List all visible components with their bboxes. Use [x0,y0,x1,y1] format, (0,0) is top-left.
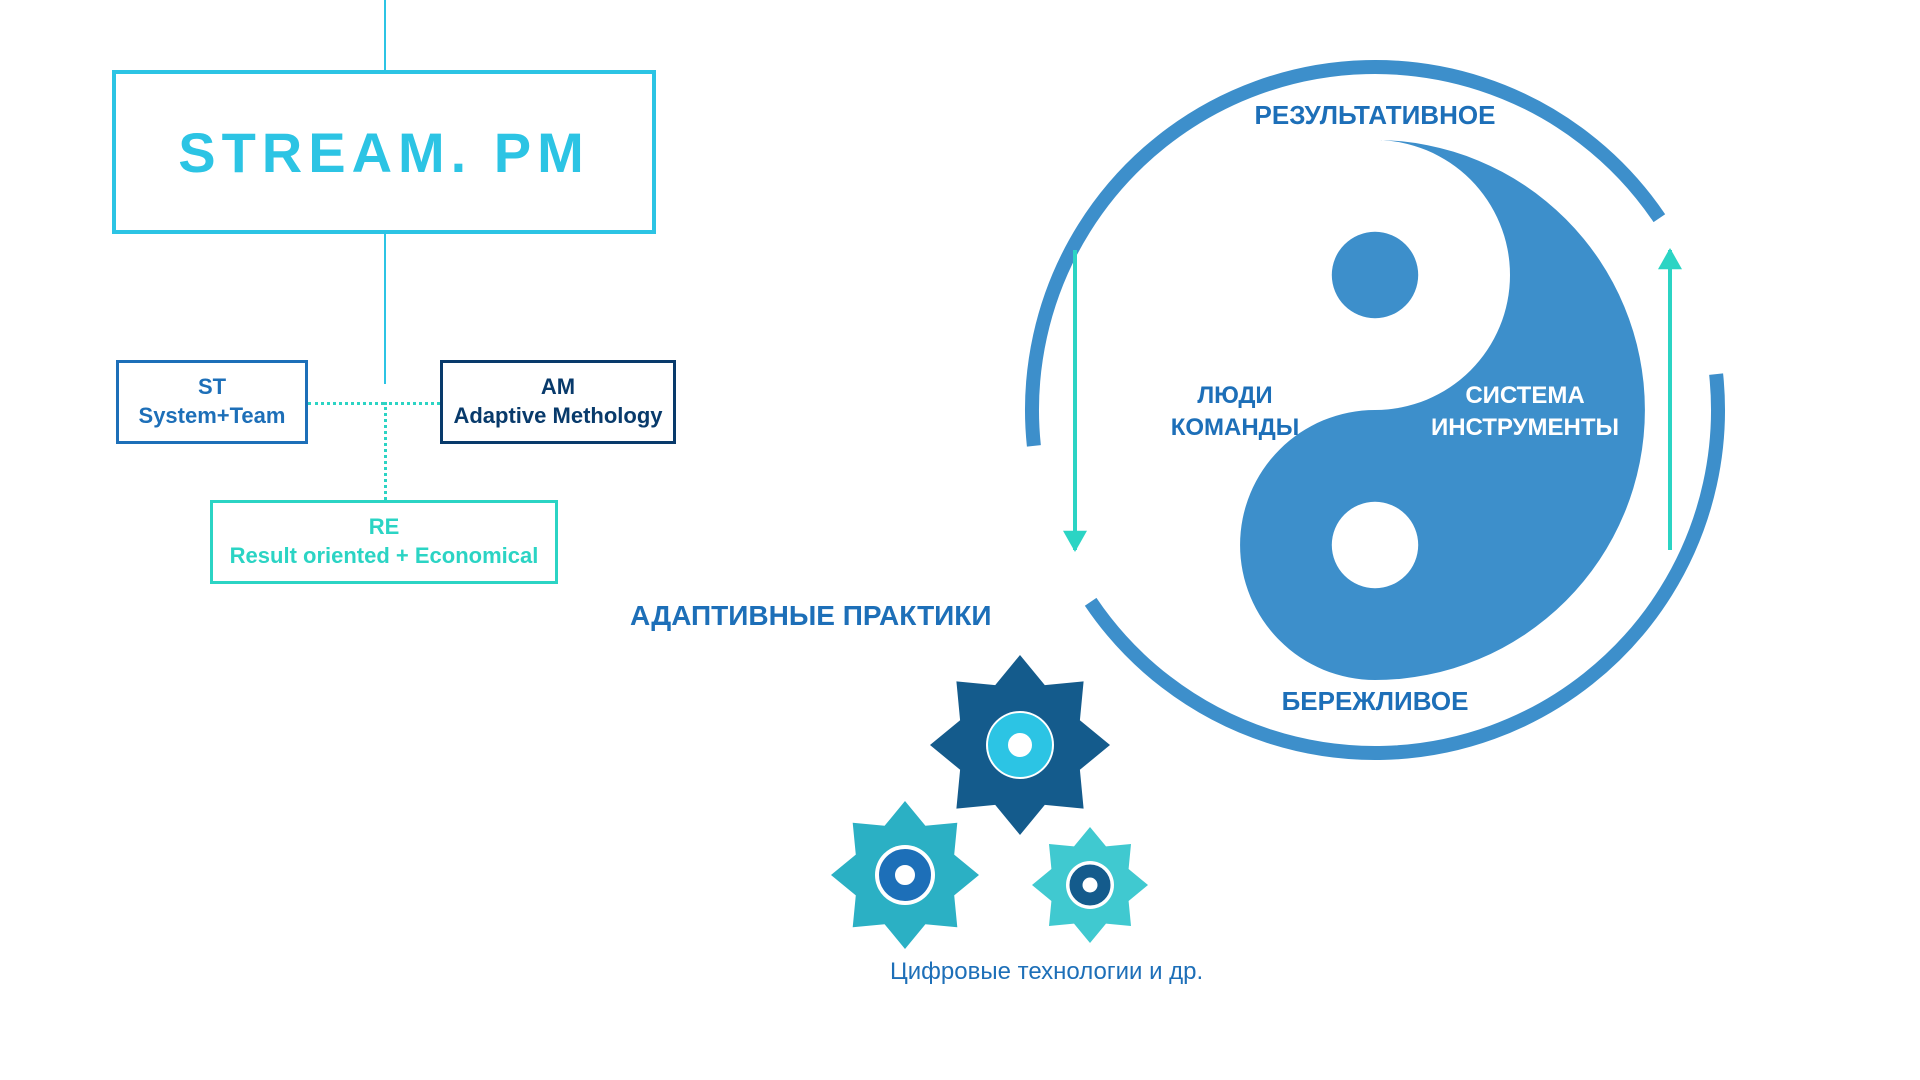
main-title-box: STREAM. PM [112,70,656,234]
box-st: ST System+Team [116,360,308,444]
box-am-code: AM [541,373,575,402]
yin-label-system: СИСТЕМА ИНСТРУМЕНТЫ [1395,380,1655,445]
dotted-left [308,402,384,405]
yin-label-people-l2: КОМАНДЫ [1135,412,1335,444]
dotted-right [384,402,440,405]
practices-caption: Цифровые технологии и др. [890,958,1203,986]
circle-label-top-text: РЕЗУЛЬТАТИВНОЕ [1255,100,1496,130]
circle-label-bottom-text: БЕРЕЖЛИВОЕ [1282,686,1469,716]
circle-label-top: РЕЗУЛЬТАТИВНОЕ [1205,100,1545,131]
yin-label-system-l1: СИСТЕМА [1395,380,1655,412]
box-am-label: Adaptive Methology [453,402,662,431]
yin-label-system-l2: ИНСТРУМЕНТЫ [1395,412,1655,444]
box-st-label: System+Team [139,402,286,431]
connector-top [384,0,386,70]
yin-label-people-l1: ЛЮДИ [1135,380,1335,412]
yin-label-people: ЛЮДИ КОМАНДЫ [1135,380,1335,445]
circle-label-bottom: БЕРЕЖЛИВОЕ [1205,686,1545,717]
dotted-down [384,402,387,500]
box-re-code: RE [369,513,400,542]
box-re: RE Result oriented + Economical [210,500,558,584]
box-am: AM Adaptive Methology [440,360,676,444]
box-re-label: Result oriented + Economical [230,542,539,571]
box-st-code: ST [198,373,226,402]
main-title-text: STREAM. PM [178,120,590,185]
connector-mid [384,234,386,384]
practices-caption-text: Цифровые технологии и др. [890,958,1203,985]
